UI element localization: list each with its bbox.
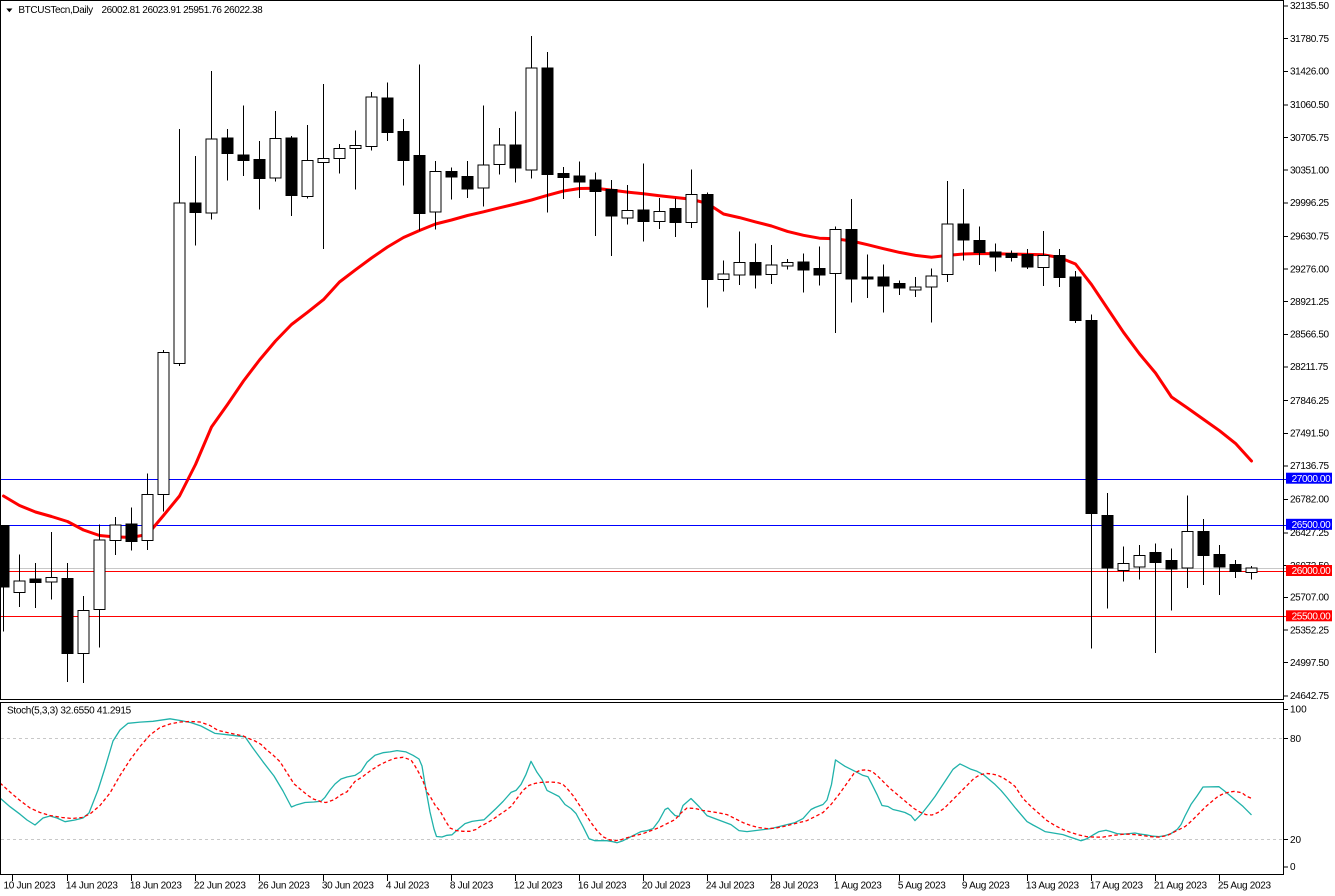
svg-text:17 Aug 2023: 17 Aug 2023 [1090,881,1144,892]
svg-text:22 Jun 2023: 22 Jun 2023 [194,881,246,892]
svg-text:26427.25: 26427.25 [1290,528,1330,539]
svg-text:21 Aug 2023: 21 Aug 2023 [1154,881,1208,892]
svg-text:18 Jun 2023: 18 Jun 2023 [130,881,182,892]
svg-text:20: 20 [1290,835,1302,846]
svg-text:29276.00: 29276.00 [1290,264,1330,275]
svg-text:31060.50: 31060.50 [1290,100,1330,111]
svg-text:30705.75: 30705.75 [1290,133,1330,144]
svg-text:16 Jul 2023: 16 Jul 2023 [578,881,627,892]
svg-text:14 Jun 2023: 14 Jun 2023 [66,881,118,892]
svg-text:13 Aug 2023: 13 Aug 2023 [1026,881,1080,892]
svg-text:24 Jul 2023: 24 Jul 2023 [706,881,755,892]
svg-text:26 Jun 2023: 26 Jun 2023 [258,881,310,892]
svg-text:10 Jun 2023: 10 Jun 2023 [4,881,56,892]
svg-text:28566.50: 28566.50 [1290,330,1330,341]
svg-text:BTCUSTecn,Daily: BTCUSTecn,Daily [18,5,93,16]
svg-text:29630.75: 29630.75 [1290,232,1330,243]
svg-text:28 Jul 2023: 28 Jul 2023 [770,881,819,892]
svg-text:29996.25: 29996.25 [1290,198,1330,209]
svg-text:27491.50: 27491.50 [1290,429,1330,440]
svg-text:30 Jun 2023: 30 Jun 2023 [322,881,374,892]
svg-text:27846.25: 27846.25 [1290,396,1330,407]
svg-text:27136.75: 27136.75 [1290,461,1330,472]
svg-text:20 Jul 2023: 20 Jul 2023 [642,881,691,892]
svg-text:12 Jul 2023: 12 Jul 2023 [514,881,563,892]
svg-text:9 Aug 2023: 9 Aug 2023 [962,881,1010,892]
svg-text:26500.00: 26500.00 [1292,520,1332,531]
svg-text:24997.50: 24997.50 [1290,658,1330,669]
svg-text:100: 100 [1290,705,1307,716]
svg-text:80: 80 [1290,734,1302,745]
svg-text:30351.00: 30351.00 [1290,165,1330,176]
svg-text:8 Jul 2023: 8 Jul 2023 [450,881,494,892]
svg-text:25 Aug 2023: 25 Aug 2023 [1218,881,1272,892]
svg-text:24642.75: 24642.75 [1290,691,1330,702]
svg-text:31780.75: 31780.75 [1290,34,1330,45]
svg-text:28921.25: 28921.25 [1290,297,1330,308]
svg-text:31426.00: 31426.00 [1290,67,1330,78]
svg-text:32135.50: 32135.50 [1290,1,1330,12]
svg-text:4 Jul 2023: 4 Jul 2023 [386,881,430,892]
svg-text:1 Aug 2023: 1 Aug 2023 [834,881,882,892]
svg-text:5 Aug 2023: 5 Aug 2023 [898,881,946,892]
svg-text:25352.25: 25352.25 [1290,625,1330,636]
svg-text:0: 0 [1290,862,1296,873]
svg-text:26002.81 26023.91 25951.76 260: 26002.81 26023.91 25951.76 26022.38 [102,5,264,16]
svg-text:Stoch(5,3,3) 32.6550 41.2915: Stoch(5,3,3) 32.6550 41.2915 [7,706,132,717]
svg-text:25500.00: 25500.00 [1292,612,1332,623]
svg-text:28211.75: 28211.75 [1290,362,1329,373]
svg-text:25707.00: 25707.00 [1290,593,1330,604]
svg-text:26782.00: 26782.00 [1290,495,1330,506]
svg-text:26000.00: 26000.00 [1292,566,1332,577]
svg-text:27000.00: 27000.00 [1292,474,1332,485]
